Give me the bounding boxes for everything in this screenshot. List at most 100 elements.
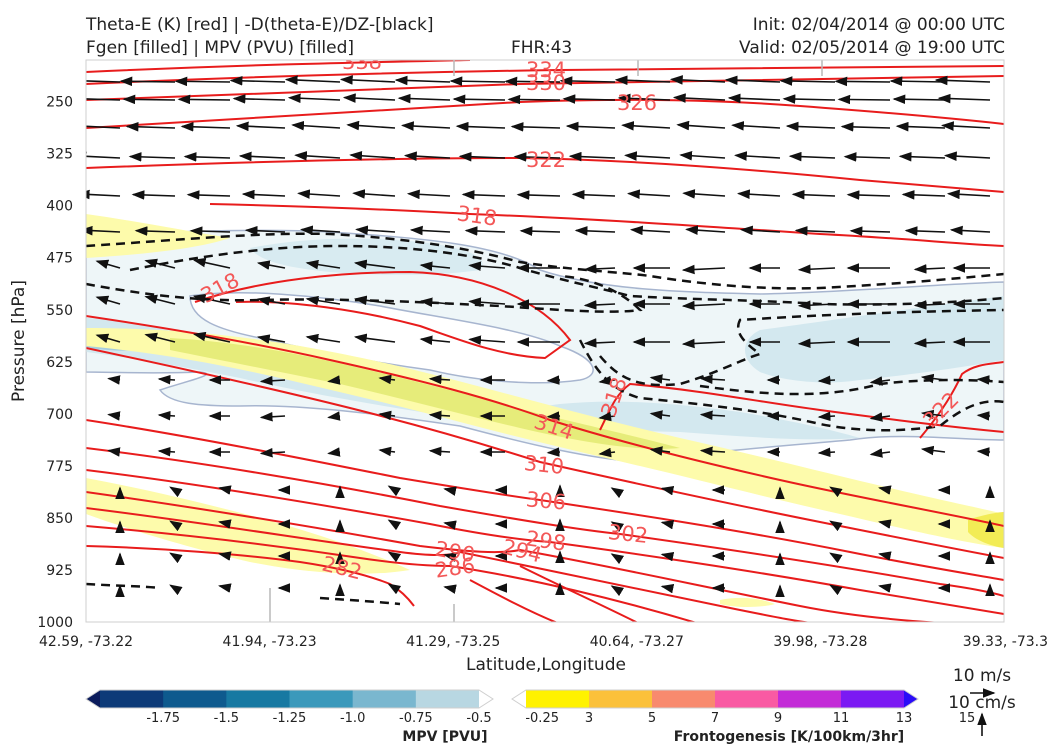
wind-vector	[614, 75, 671, 86]
mpv-colorbar-tick-label: -0.5	[466, 711, 491, 726]
fgen-band-lower	[86, 478, 410, 574]
wind-vector	[660, 485, 675, 496]
wind-vector	[920, 409, 946, 420]
wind-vector	[128, 152, 176, 162]
wind-vector	[353, 259, 396, 270]
wind-vector	[144, 294, 176, 305]
wind-vector	[679, 150, 726, 161]
y-axis-ticks: 250 325 400 475 550 625 700 775 850 925 1000	[37, 95, 73, 631]
wind-vector	[940, 121, 991, 131]
wind-vector	[621, 121, 671, 131]
wind-vector	[169, 486, 183, 498]
wind-vector	[626, 189, 671, 199]
wind-vector	[353, 333, 396, 344]
wind-vector	[461, 190, 506, 200]
theta-e-label-306: 306	[525, 487, 567, 514]
wind-vector	[169, 584, 183, 596]
wind-vector	[672, 93, 726, 103]
wind-vector	[174, 76, 231, 87]
theta-e-322	[86, 156, 1004, 193]
theta-e-label-326: 326	[617, 91, 657, 115]
wind-vector	[378, 446, 396, 457]
fgen-colorbar-swatch	[778, 690, 842, 708]
y-tick-label: 250	[46, 95, 73, 111]
wind-vector	[238, 151, 286, 162]
wind-vector	[189, 226, 231, 236]
wind-vector	[192, 257, 231, 269]
y-tick-label: 400	[46, 199, 73, 215]
wind-vector	[943, 151, 991, 161]
wind-vector	[403, 151, 451, 161]
theta-e-338	[86, 60, 471, 73]
theta-e-290	[86, 507, 812, 622]
fgen-colorbar-tick-label: 15	[959, 711, 976, 726]
wind-vector	[817, 375, 836, 386]
wind-vector	[843, 152, 891, 162]
wind-vector	[681, 300, 726, 311]
wind-vector	[568, 151, 616, 162]
wind-vector	[180, 122, 231, 132]
wind-vector	[349, 150, 396, 161]
wind-vector	[284, 75, 341, 85]
theta-e-310	[86, 347, 1004, 559]
theta-e-label-330: 330	[526, 71, 566, 95]
wind-vector	[949, 225, 991, 236]
x-axis-label: Latitude,Longitude	[466, 655, 626, 675]
wind-vector	[95, 333, 121, 344]
wind-vector	[834, 76, 891, 87]
fgen-colorbar-tick-label: 7	[711, 711, 719, 726]
vector-key: 10 m/s 10 cm/s	[948, 666, 1016, 736]
wind-vector	[794, 226, 836, 236]
wind-vector	[869, 448, 891, 458]
wind-vector	[898, 151, 946, 162]
wind-vector	[920, 373, 946, 384]
dthetae-dz-2	[129, 244, 1004, 306]
wind-vector	[409, 225, 451, 236]
dthetae-dz-7	[86, 582, 161, 590]
wind-vector	[504, 76, 561, 87]
y-tick-label: 700	[46, 407, 73, 423]
y-tick-label: 925	[46, 563, 73, 579]
theta-e-334	[86, 65, 1004, 85]
mpv-colorbar-swatch	[226, 690, 290, 708]
fgen-colorbar-outline	[511, 689, 919, 709]
wind-vector	[559, 76, 616, 86]
theta-e-label-338: 338	[342, 50, 382, 74]
fgen-band-small	[720, 597, 775, 607]
wind-vector	[232, 94, 286, 104]
wind-vector	[259, 447, 286, 458]
wind-vector	[125, 121, 176, 132]
wind-vector	[131, 190, 176, 200]
wind-vector	[660, 551, 675, 562]
wind-vector	[889, 76, 946, 87]
chart-title-line1: Theta-E (K) [red] | -D(theta-E)/DZ-[blac…	[86, 15, 434, 35]
fgen-colorbar: 3 5 7 9 11 13 15	[511, 689, 976, 726]
y-tick-label: 325	[46, 147, 73, 163]
wind-vector	[443, 486, 457, 496]
theta-e-318-top	[209, 203, 1004, 247]
wind-vector	[699, 374, 726, 385]
wind-vector	[428, 446, 451, 457]
wind-vector	[610, 553, 625, 565]
wind-vector	[169, 520, 183, 532]
fgen-colorbar-title: Frontogenesis [K/100km/3hr]	[674, 729, 904, 745]
wind-vector	[452, 94, 506, 105]
x-tick-label: 42.59, -73.22	[39, 634, 133, 650]
wind-vector	[571, 189, 616, 200]
wind-vector	[355, 225, 396, 235]
wind-vector	[629, 225, 671, 236]
y-tick-label: 550	[46, 303, 73, 319]
wind-vector	[406, 189, 451, 200]
wind-vector	[352, 189, 396, 199]
mpv-region-right	[745, 296, 1004, 383]
fgen-colorbar-swatch	[652, 690, 716, 708]
fgen-colorbar-swatch	[715, 690, 779, 708]
wind-vector	[428, 374, 451, 385]
wind-vector	[397, 93, 451, 104]
wind-vector	[241, 189, 286, 200]
x-tick-label: 41.94, -73.23	[223, 634, 317, 650]
wind-vector	[669, 75, 726, 85]
mpv-colorbar-tick-label: -1.75	[146, 711, 180, 726]
mpv-colorbar-tick-label: -0.25	[525, 711, 559, 726]
wind-vector	[649, 410, 671, 420]
